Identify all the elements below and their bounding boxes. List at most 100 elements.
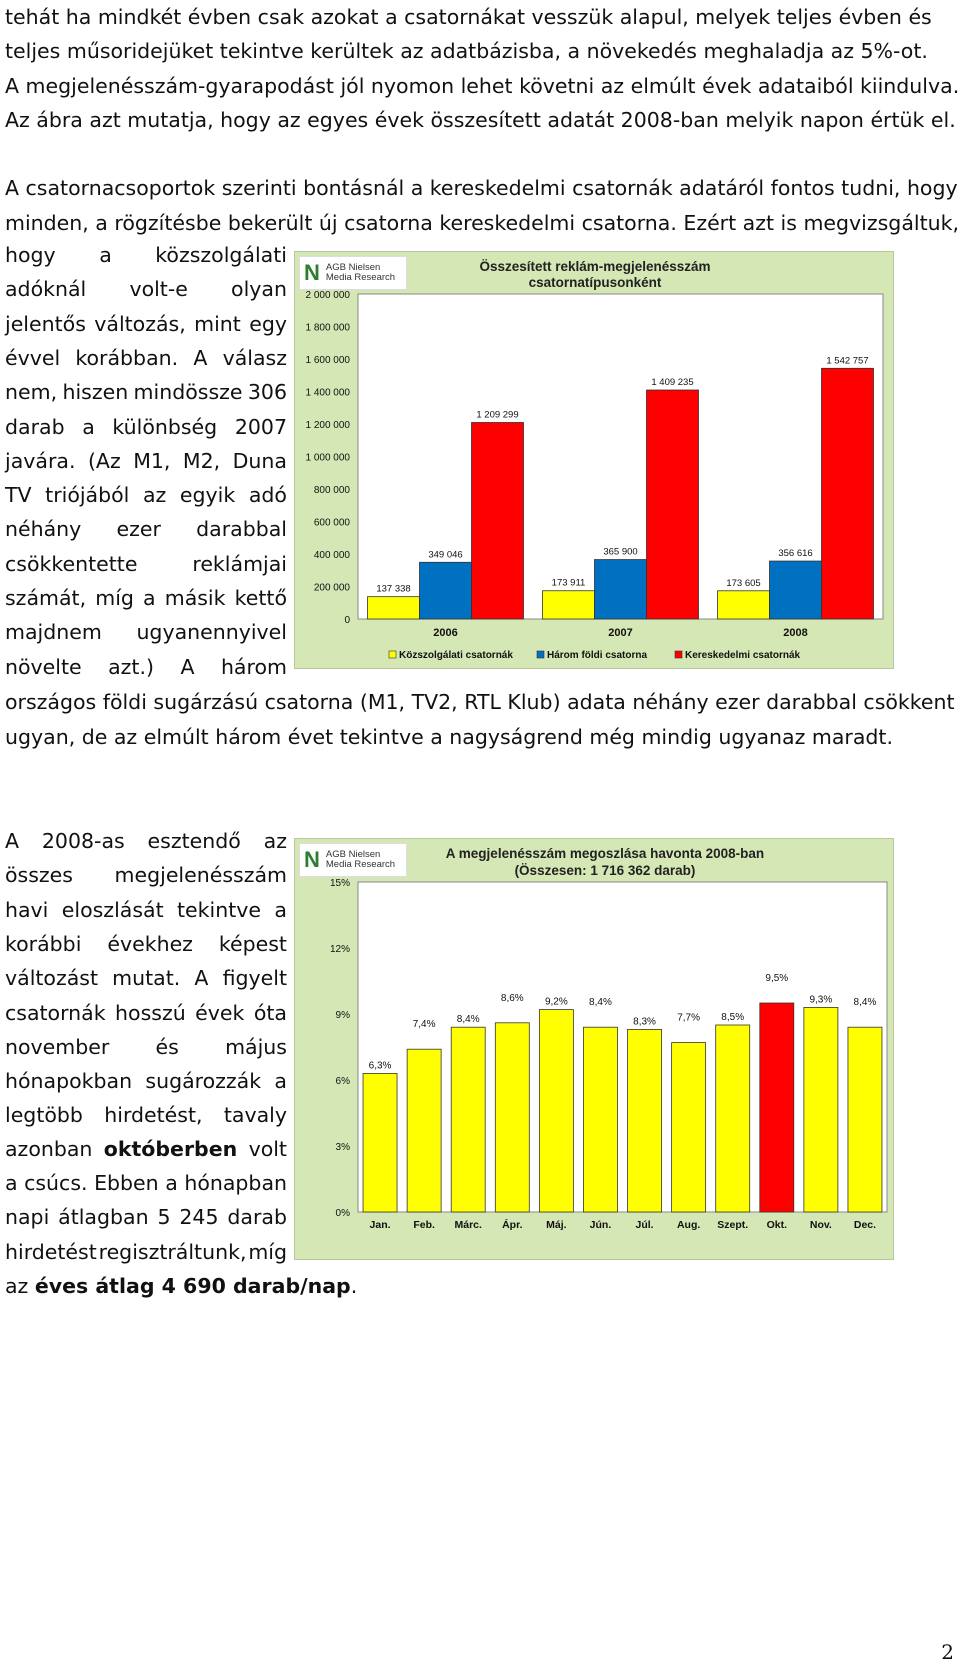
bar — [494, 1022, 530, 1213]
y-tick-label: 400 000 — [314, 550, 351, 561]
logo-line1: AGB Nielsen — [325, 262, 381, 273]
bold-average: éves átlag 4 690 darab/nap — [34, 1274, 351, 1298]
bar — [821, 367, 874, 620]
legend-swatch — [674, 650, 683, 659]
bar — [406, 1048, 442, 1213]
data-label: 8,6% — [501, 993, 524, 1004]
data-label: 8,4% — [457, 1014, 480, 1025]
text-line: minden, a rögzítésbe bekerült új csatorn… — [5, 211, 959, 235]
text-line: azonban októberben volt — [5, 1137, 287, 1161]
text-line: csökkentette reklámjai — [5, 551, 287, 576]
x-tick-label: Júl. — [635, 1219, 653, 1231]
data-label: 8,3% — [633, 1016, 656, 1027]
chart-title: Összesített reklám-megjelenésszám — [479, 259, 710, 274]
text-line: összes megjelenésszám — [5, 863, 287, 888]
y-tick-label: 15% — [330, 878, 350, 889]
text-line: tehát ha mindkét évben csak azokat a csa… — [5, 5, 932, 29]
page-number: 2 — [941, 1640, 954, 1664]
text-line: havi eloszlását tekintve a — [5, 897, 287, 922]
nielsen-n-icon: N — [304, 260, 320, 285]
data-label: 1 409 235 — [651, 377, 693, 388]
channel-type-chart: N AGB Nielsen Media Research Összesített… — [294, 251, 894, 669]
data-label: 9,2% — [545, 997, 568, 1008]
chart-title: A megjelenésszám megoszlása havonta 2008… — [446, 846, 764, 861]
legend-label: Közszolgálati csatornák — [399, 650, 513, 661]
data-label: 1 209 299 — [476, 409, 518, 420]
data-label: 365 900 — [603, 547, 637, 558]
x-tick-label: Nov. — [810, 1219, 832, 1231]
y-tick-label: 6% — [336, 1076, 351, 1087]
y-tick-label: 200 000 — [314, 583, 351, 594]
x-tick-label: 2006 — [433, 627, 457, 639]
bar — [717, 590, 770, 620]
data-label: 8,4% — [589, 997, 612, 1008]
bar — [594, 559, 647, 620]
text-line: A csatornacsoportok szerinti bontásnál a… — [5, 176, 958, 200]
text-line: korábbi évekhez képest — [5, 931, 287, 956]
data-label: 9,3% — [809, 994, 832, 1005]
y-tick-label: 1 400 000 — [306, 388, 351, 399]
legend-swatch — [536, 650, 545, 659]
text-line: a csúcs. Ebben a hónapban — [5, 1171, 287, 1195]
agb-nielsen-logo: N AGB Nielsen Media Research — [299, 843, 407, 877]
data-label: 1 542 757 — [826, 355, 868, 366]
bar — [759, 1002, 795, 1213]
agb-nielsen-logo: N AGB Nielsen Media Research — [299, 256, 407, 290]
monthly-distribution-chart: N AGB Nielsen Media Research A megjelené… — [294, 838, 894, 1260]
bar — [583, 1026, 618, 1213]
text-line: majdnem ugyanennyivel — [5, 620, 287, 645]
bar — [538, 1009, 574, 1213]
monthly-bar-chart: A megjelenésszám megoszlása havonta 2008… — [330, 846, 888, 1231]
bar — [450, 1026, 486, 1213]
text-line: nem, hiszen mindössze 306 — [5, 380, 287, 405]
y-tick-label: 1 800 000 — [306, 323, 351, 334]
bar — [627, 1028, 662, 1213]
y-tick-label: 12% — [330, 944, 350, 955]
data-label: 7,7% — [677, 1013, 700, 1024]
x-tick-label: Okt. — [767, 1219, 788, 1231]
x-tick-label: Szept. — [717, 1219, 748, 1231]
data-label: 356 616 — [778, 548, 812, 559]
y-tick-label: 1 200 000 — [306, 420, 351, 431]
x-tick-label: Feb. — [413, 1219, 435, 1231]
text-line: hónapokban sugározzák a — [5, 1069, 287, 1094]
text-line: hogy a közszolgálati — [5, 243, 287, 267]
legend-label: Kereskedelmi csatornák — [685, 650, 801, 661]
data-label: 137 338 — [376, 584, 410, 595]
text-line: az éves átlag 4 690 darab/nap. — [5, 1274, 358, 1298]
y-tick-label: 0 — [344, 615, 350, 626]
text-line: adóknál volt-e olyan — [5, 277, 287, 302]
x-tick-label: Ápr. — [502, 1218, 523, 1231]
data-label: 173 911 — [552, 578, 586, 589]
bar — [542, 590, 595, 620]
x-tick-label: Dec. — [854, 1219, 876, 1231]
y-tick-label: 800 000 — [314, 485, 351, 496]
bar — [715, 1024, 751, 1213]
x-tick-label: 2008 — [783, 627, 807, 639]
legend-label: Három földi csatorna — [547, 650, 647, 661]
bar — [367, 596, 420, 620]
chart-subtitle: (Összesen: 1 716 362 darab) — [515, 863, 696, 878]
y-tick-label: 0% — [336, 1208, 351, 1219]
text-line: csatornák hosszú évek óta — [5, 1000, 287, 1025]
text-line: teljes műsoridejüket tekintve kerültek a… — [5, 39, 928, 63]
data-label: 6,3% — [369, 1060, 392, 1071]
text-line: A megjelenésszám-gyarapodást jól nyomon … — [5, 74, 960, 98]
text-line: TV triójából az egyik adó — [5, 483, 287, 508]
text-line: számát, míg a másik kettő — [5, 586, 287, 610]
text-line: legtöbb hirdetést, tavaly — [5, 1103, 287, 1128]
bar — [803, 1006, 839, 1213]
x-tick-label: Aug. — [677, 1219, 700, 1231]
text-line: országos földi sugárzású csatorna (M1, T… — [5, 690, 955, 714]
data-label: 173 605 — [726, 578, 760, 589]
x-tick-label: Máj. — [546, 1219, 567, 1231]
bar — [471, 422, 524, 620]
text-line: A 2008-as esztendő az — [5, 829, 287, 853]
x-tick-label: Márc. — [454, 1219, 482, 1231]
logo-line2: Media Research — [325, 272, 396, 283]
text-line: néhány ezer darabbal — [5, 517, 287, 542]
legend-swatch — [388, 650, 397, 659]
chart-subtitle: csatornatípusonként — [529, 275, 662, 290]
